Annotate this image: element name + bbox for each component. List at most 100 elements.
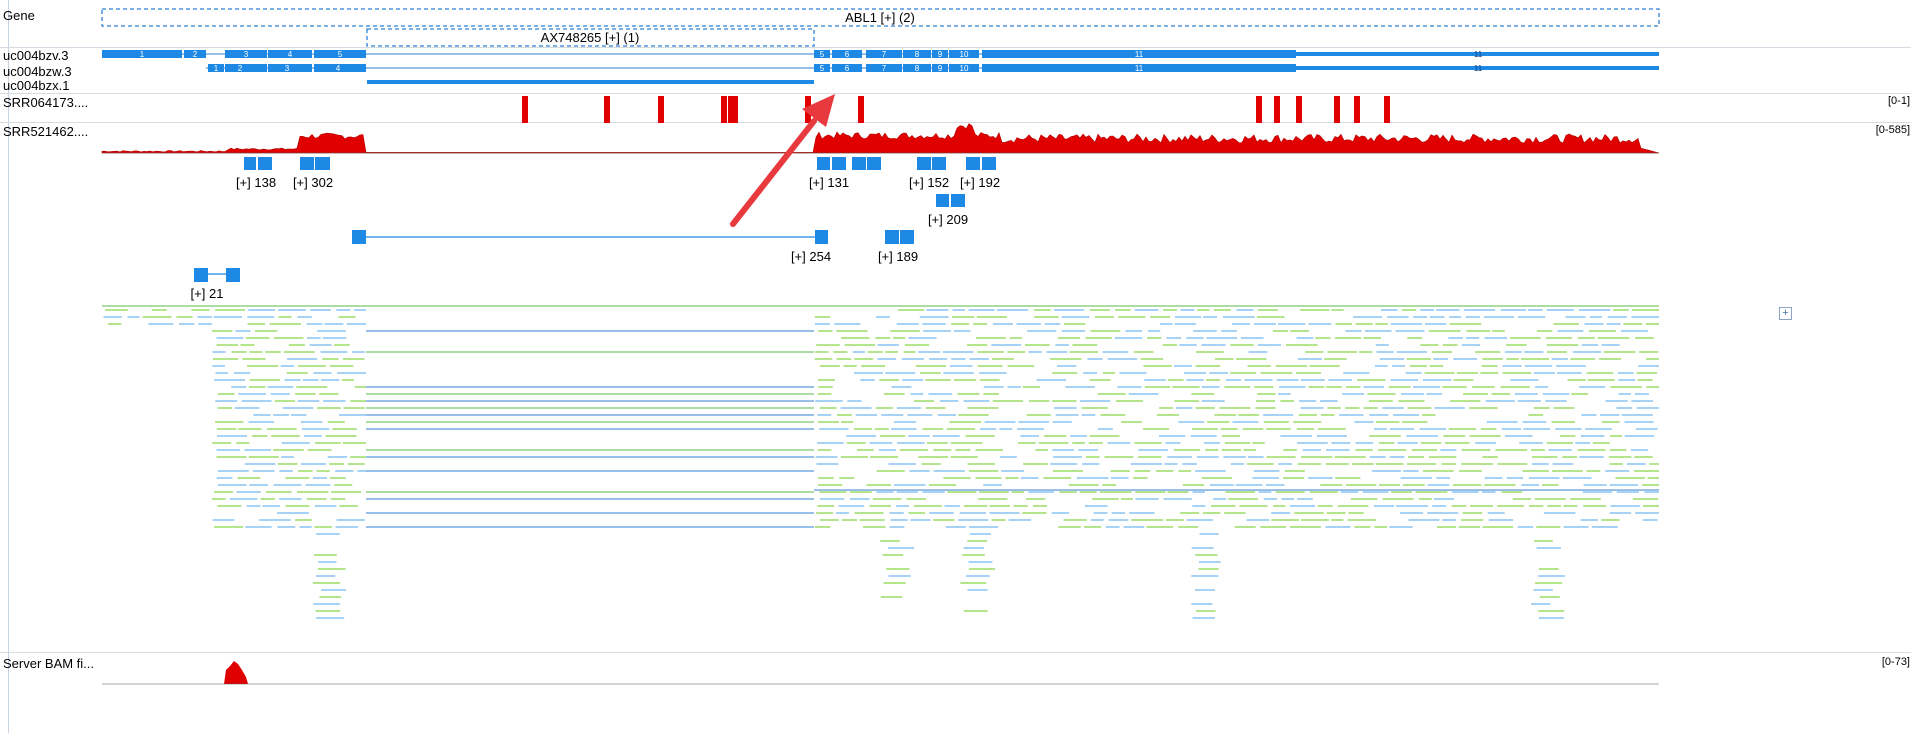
read[interactable]: [1197, 309, 1210, 311]
read[interactable]: [1061, 316, 1090, 318]
read[interactable]: [329, 463, 344, 465]
read[interactable]: [342, 442, 366, 444]
read[interactable]: [1635, 512, 1659, 514]
read[interactable]: [267, 386, 294, 388]
read[interactable]: [1339, 414, 1364, 416]
read[interactable]: [1497, 505, 1524, 507]
read[interactable]: [1624, 421, 1654, 423]
read[interactable]: [952, 309, 965, 311]
read[interactable]: [1140, 358, 1164, 360]
read[interactable]: [1556, 365, 1586, 367]
junction-exon[interactable]: [852, 157, 866, 170]
read[interactable]: [852, 351, 865, 353]
read[interactable]: [1236, 358, 1267, 360]
read[interactable]: [301, 428, 330, 430]
read[interactable]: [1252, 477, 1280, 479]
read[interactable]: [1506, 344, 1527, 346]
read[interactable]: [1483, 316, 1514, 318]
read[interactable]: [1374, 505, 1395, 507]
read[interactable]: [324, 323, 344, 325]
read[interactable]: [309, 344, 332, 346]
read[interactable]: [815, 351, 829, 353]
read[interactable]: [236, 442, 250, 444]
read[interactable]: [869, 505, 892, 507]
read[interactable]: [1587, 379, 1615, 381]
read[interactable]: [1634, 456, 1653, 458]
read[interactable]: [1442, 344, 1458, 346]
read[interactable]: [1644, 491, 1659, 493]
read[interactable]: [967, 540, 988, 542]
read[interactable]: [217, 407, 233, 409]
read[interactable]: [151, 309, 167, 311]
read[interactable]: [300, 463, 326, 465]
read[interactable]: [306, 337, 321, 339]
read[interactable]: [968, 470, 999, 472]
read[interactable]: [216, 428, 237, 430]
read[interactable]: [1436, 477, 1450, 479]
read[interactable]: [1605, 470, 1630, 472]
read[interactable]: [1043, 477, 1072, 479]
read[interactable]: [1214, 414, 1237, 416]
read[interactable]: [1351, 463, 1374, 465]
read[interactable]: [1375, 463, 1404, 465]
read[interactable]: [914, 400, 934, 402]
read[interactable]: [1533, 589, 1553, 591]
read[interactable]: [297, 400, 320, 402]
read[interactable]: [258, 519, 291, 521]
read[interactable]: [229, 498, 258, 500]
read[interactable]: [1597, 337, 1630, 339]
read[interactable]: [890, 519, 908, 521]
read[interactable]: [859, 519, 885, 521]
read[interactable]: [910, 519, 931, 521]
read[interactable]: [313, 603, 340, 605]
read[interactable]: [1555, 428, 1582, 430]
read[interactable]: [1207, 421, 1230, 423]
read[interactable]: [1548, 449, 1572, 451]
read[interactable]: [1551, 421, 1575, 423]
read[interactable]: [1621, 414, 1653, 416]
read[interactable]: [279, 498, 302, 500]
read[interactable]: [1086, 456, 1100, 458]
read[interactable]: [1055, 344, 1070, 346]
read[interactable]: [331, 491, 362, 493]
read[interactable]: [1348, 512, 1364, 514]
read[interactable]: [1331, 519, 1344, 521]
read[interactable]: [928, 393, 953, 395]
read[interactable]: [1192, 491, 1205, 493]
read[interactable]: [1598, 358, 1622, 360]
read[interactable]: [923, 330, 951, 332]
read[interactable]: [1167, 379, 1184, 381]
read[interactable]: [1346, 386, 1361, 388]
read[interactable]: [1400, 477, 1432, 479]
read[interactable]: [1482, 358, 1503, 360]
read[interactable]: [1357, 379, 1386, 381]
read[interactable]: [1451, 505, 1467, 507]
coverage-spike[interactable]: [721, 96, 727, 123]
read[interactable]: [1300, 379, 1325, 381]
read[interactable]: [967, 407, 999, 409]
read[interactable]: [1382, 498, 1414, 500]
read[interactable]: [321, 589, 347, 591]
read[interactable]: [1613, 309, 1629, 311]
read[interactable]: [216, 337, 244, 339]
read[interactable]: [815, 400, 843, 402]
read[interactable]: [280, 365, 295, 367]
read[interactable]: [885, 351, 898, 353]
read[interactable]: [1167, 456, 1192, 458]
read[interactable]: [1563, 505, 1578, 507]
read[interactable]: [1224, 386, 1251, 388]
read[interactable]: [1281, 498, 1295, 500]
read[interactable]: [819, 365, 840, 367]
read[interactable]: [933, 470, 965, 472]
read[interactable]: [1635, 428, 1658, 430]
read[interactable]: [317, 568, 346, 570]
read[interactable]: [1551, 358, 1568, 360]
read[interactable]: [1297, 358, 1322, 360]
read[interactable]: [1083, 372, 1098, 374]
read[interactable]: [1242, 428, 1264, 430]
read[interactable]: [1128, 393, 1159, 395]
read[interactable]: [1201, 400, 1225, 402]
read[interactable]: [1107, 358, 1138, 360]
read[interactable]: [1355, 323, 1373, 325]
transcript-1-utr[interactable]: [1296, 52, 1659, 56]
